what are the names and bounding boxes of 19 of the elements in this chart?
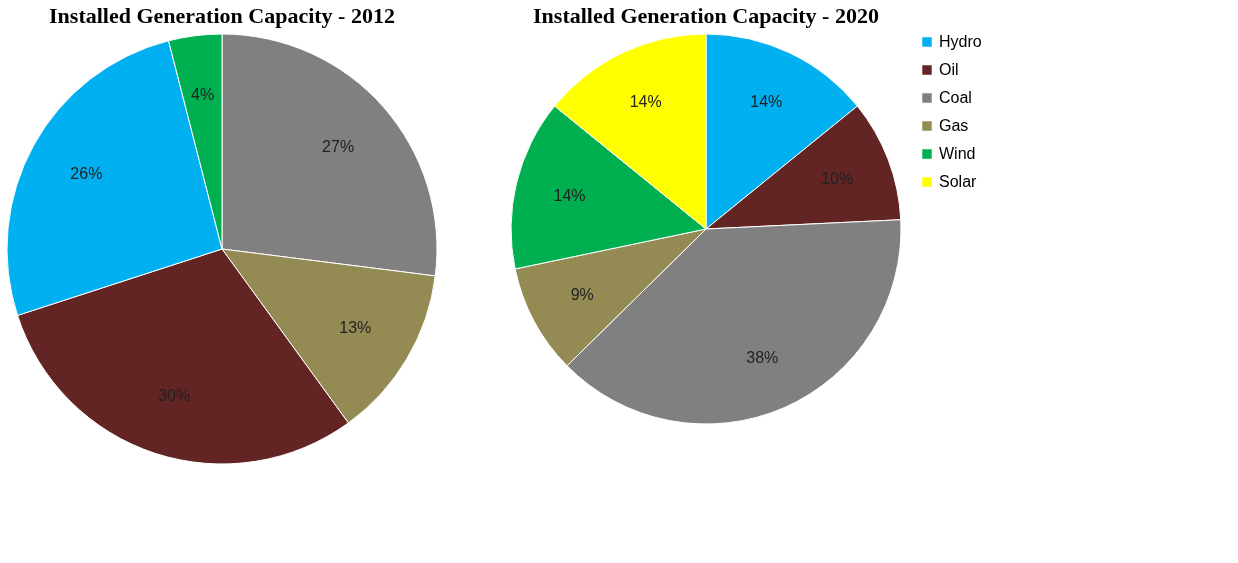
- data-label: 13%: [339, 318, 372, 336]
- data-label: 10%: [821, 169, 854, 187]
- legend-label: Solar: [939, 173, 978, 190]
- data-label: 30%: [158, 387, 191, 405]
- data-label: 38%: [746, 348, 779, 366]
- data-label: 14%: [629, 93, 662, 111]
- legend-label: Wind: [939, 145, 976, 162]
- data-label: 26%: [70, 165, 103, 183]
- legend-label: Hydro: [939, 33, 982, 50]
- data-label: 27%: [322, 137, 355, 155]
- data-label: 9%: [570, 286, 594, 304]
- data-label: 4%: [191, 86, 215, 104]
- chart-title: Installed Generation Capacity - 2012: [49, 3, 395, 28]
- legend-label: Coal: [939, 89, 972, 106]
- chart-title: Installed Generation Capacity - 2020: [533, 3, 879, 28]
- data-label: 14%: [553, 186, 586, 204]
- legend-label: Gas: [939, 117, 969, 134]
- legend-label: Oil: [939, 61, 959, 78]
- data-label: 14%: [750, 93, 783, 111]
